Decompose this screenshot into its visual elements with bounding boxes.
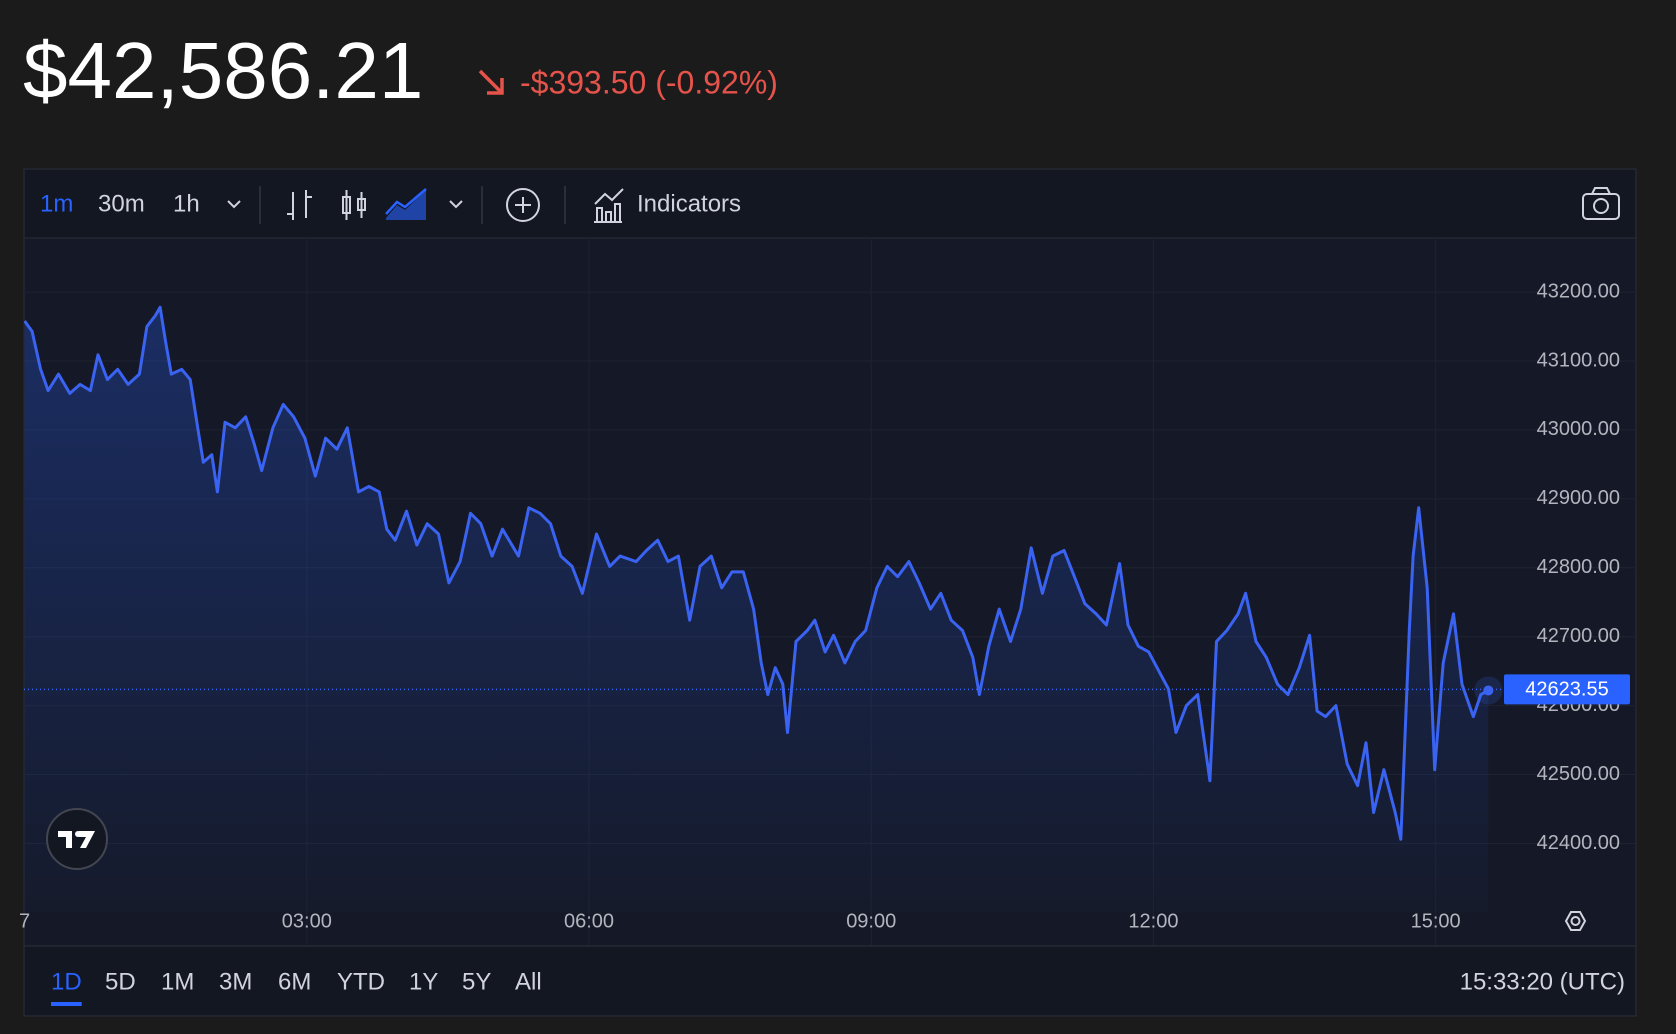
bars-icon[interactable] [287,190,312,220]
indicators-button[interactable]: Indicators [637,190,741,217]
price-line [24,305,1490,841]
timestamp: 15:33:20 (UTC) [1460,968,1625,995]
y-tick-label: 42900.00 [1537,487,1620,509]
footer [25,947,1635,1015]
last-price-label: 42623.55 [1525,679,1608,701]
down-arrow [478,69,504,95]
y-tick-label: 42700.00 [1537,625,1620,647]
range-underline [51,1002,82,1006]
range-button[interactable]: 6M [278,968,311,995]
price-change: -$393.50 (-0.92%) [520,64,778,100]
range-button[interactable]: 5D [105,968,136,995]
y-tick-label: 43000.00 [1537,418,1620,440]
range-button[interactable]: 5Y [462,968,491,995]
axes: 42400.0042500.0042600.0042700.0042800.00… [19,280,1630,932]
range-button[interactable]: 3M [219,968,252,995]
range-button[interactable]: 1Y [409,968,438,995]
x-tick-label: 12:00 [1128,910,1178,932]
y-tick-label: 42800.00 [1537,556,1620,578]
y-tick-label: 43100.00 [1537,349,1620,371]
toolbar [25,170,1635,238]
screenshot-button[interactable] [1582,187,1620,220]
indicators-icon[interactable] [594,188,624,223]
compare-button[interactable] [506,188,540,222]
x-tick-label: 06:00 [564,910,614,932]
price: $42,586.21 [23,26,423,115]
range-button[interactable]: YTD [337,968,385,995]
settings-button[interactable] [1564,911,1587,931]
x-tick-label: 09:00 [846,910,896,932]
last-point [1483,685,1494,696]
chart-type-dropdown[interactable] [449,200,463,209]
x-tick-label: 15:00 [1411,910,1461,932]
y-tick-label: 42400.00 [1537,832,1620,854]
interval-dropdown[interactable] [227,200,241,209]
x-tick-label: 7 [19,910,30,932]
interval-button[interactable]: 1m [40,190,73,217]
range-button[interactable]: All [515,968,542,995]
y-tick-label: 43200.00 [1537,280,1620,302]
range-bar: 1D 5D 1M 3M 6M YTD 1Y 5Y All [51,968,542,1006]
interval-button[interactable]: 1h [173,190,200,217]
area-icon[interactable] [385,188,427,220]
plot [24,238,1636,946]
candles-icon[interactable] [342,190,366,220]
x-tick-label: 03:00 [282,910,332,932]
last-price-box [1504,674,1630,705]
range-button[interactable]: 1D [51,968,82,995]
tradingview-logo[interactable] [46,808,108,870]
range-button[interactable]: 1M [161,968,194,995]
interval-button[interactable]: 30m [98,190,145,217]
area-fill [24,307,1489,913]
y-tick-label: 42500.00 [1537,763,1620,785]
